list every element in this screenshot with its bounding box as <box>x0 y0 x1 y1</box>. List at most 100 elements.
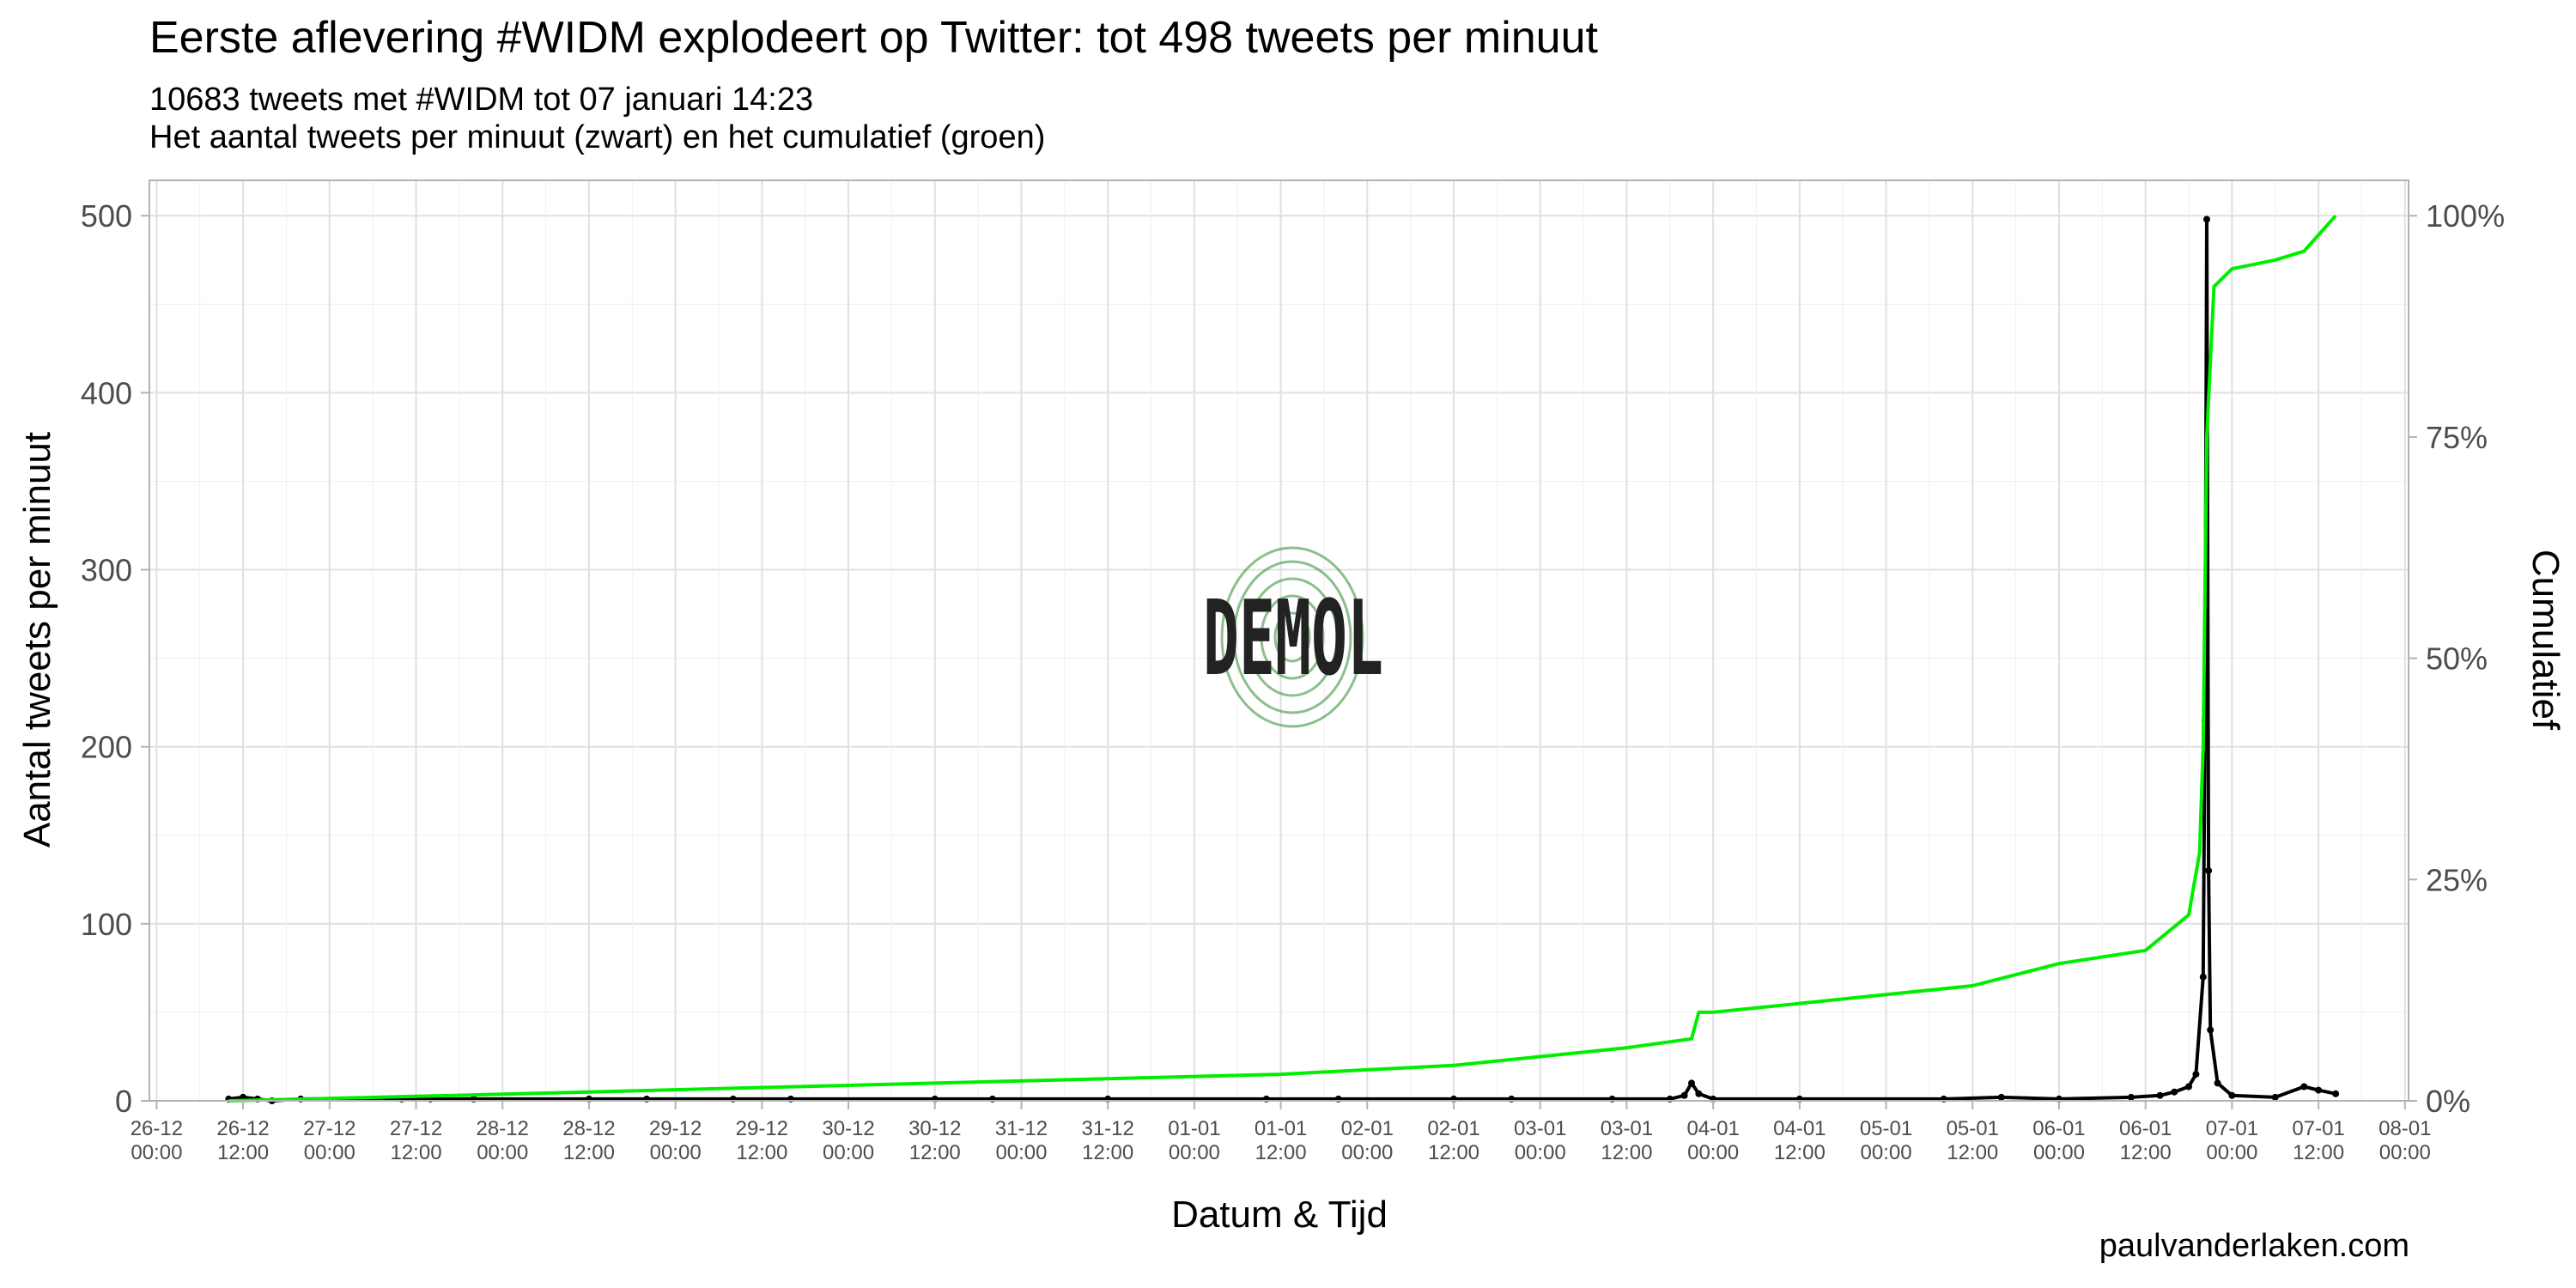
x-tick-label-time: 12:00 <box>563 1141 615 1164</box>
y-tick-label: 400 <box>81 375 132 410</box>
x-tick-label-time: 00:00 <box>131 1141 182 1164</box>
y-axis-right: 0% 25% 50% 75% 100% <box>2409 198 2505 1119</box>
x-tick-label-time: 00:00 <box>995 1141 1047 1164</box>
per-minute-point <box>2156 1091 2164 1099</box>
x-tick-label-time: 00:00 <box>1341 1141 1393 1164</box>
per-minute-point <box>2205 867 2213 874</box>
x-tick-label-time: 12:00 <box>736 1141 787 1164</box>
x-tick-label-time: 00:00 <box>823 1141 874 1164</box>
x-tick-label-date: 31-12 <box>995 1117 1048 1140</box>
per-minute-point <box>2228 1091 2236 1099</box>
per-minute-point <box>2127 1093 2135 1101</box>
y-tick-label: 300 <box>81 553 132 588</box>
x-axis-label: Datum & Tijd <box>1171 1194 1388 1236</box>
x-tick-label-date: 29-12 <box>649 1117 702 1140</box>
grid-lines <box>149 180 2409 1102</box>
series-per-minute <box>225 216 2340 1104</box>
per-minute-point <box>2271 1093 2279 1101</box>
x-axis: 26-1200:0026-1212:0027-1200:0027-1212:00… <box>131 1101 2431 1164</box>
y-axis-label: Aantal tweets per minuut <box>16 431 58 848</box>
per-minute-point <box>1680 1091 1688 1099</box>
per-minute-point <box>1997 1093 2005 1101</box>
x-tick-label-time: 12:00 <box>1947 1141 1998 1164</box>
x-tick-label-date: 04-01 <box>1686 1117 1739 1140</box>
y-tick-label: 0 <box>115 1084 132 1119</box>
series-cumulative <box>228 214 2337 1103</box>
per-minute-point <box>2171 1088 2178 1096</box>
watermark-text: DEMOL <box>1203 580 1383 699</box>
caption: paulvanderlaken.com <box>2099 1228 2409 1264</box>
x-tick-label-time: 00:00 <box>477 1141 528 1164</box>
x-tick-label-date: 06-01 <box>2032 1117 2085 1140</box>
watermark-logo: DEMOL <box>1203 546 1383 728</box>
x-tick-label-date: 02-01 <box>1341 1117 1394 1140</box>
x-tick-label-date: 28-12 <box>562 1117 615 1140</box>
x-tick-label-time: 00:00 <box>2033 1141 2085 1164</box>
x-tick-label-date: 05-01 <box>1947 1117 1999 1140</box>
y2-tick-label: 25% <box>2426 862 2488 897</box>
x-tick-label-date: 26-12 <box>131 1117 183 1140</box>
chart-title: Eerste aflevering #WIDM explodeert op Tw… <box>149 13 1598 63</box>
fingerprint-icon <box>1220 546 1364 728</box>
x-tick-label-date: 01-01 <box>1255 1117 1307 1140</box>
x-tick-label-time: 12:00 <box>1082 1141 1133 1164</box>
per-minute-point <box>2300 1083 2308 1091</box>
chart-subtitle: 10683 tweets met #WIDM tot 07 januari 14… <box>149 82 814 118</box>
per-minute-point <box>2315 1086 2323 1094</box>
per-minute-point <box>2192 1071 2200 1078</box>
x-tick-label-date: 08-01 <box>2379 1117 2431 1140</box>
per-minute-point <box>2203 216 2210 223</box>
per-minute-point <box>1688 1079 1695 1087</box>
y2-tick-label: 100% <box>2426 198 2505 234</box>
y2-tick-label: 75% <box>2426 420 2488 455</box>
per-minute-point <box>2207 1026 2215 1034</box>
x-tick-label-time: 00:00 <box>1861 1141 1912 1164</box>
x-tick-label-date: 05-01 <box>1860 1117 1912 1140</box>
x-tick-label-date: 28-12 <box>477 1117 529 1140</box>
x-tick-label-date: 27-12 <box>303 1117 355 1140</box>
x-tick-label-time: 12:00 <box>1774 1141 1826 1164</box>
x-tick-label-date: 06-01 <box>2119 1117 2172 1140</box>
y2-tick-label: 50% <box>2426 641 2488 677</box>
x-tick-label-date: 26-12 <box>216 1117 269 1140</box>
y-tick-label: 200 <box>81 730 132 765</box>
x-tick-label-time: 12:00 <box>909 1141 961 1164</box>
x-tick-label-date: 29-12 <box>736 1117 788 1140</box>
x-tick-label-time: 00:00 <box>1169 1141 1220 1164</box>
x-tick-label-time: 00:00 <box>2206 1141 2257 1164</box>
x-tick-label-time: 00:00 <box>1687 1141 1739 1164</box>
x-tick-label-date: 01-01 <box>1168 1117 1220 1140</box>
y-axis-right-label: Cumulatief <box>2524 549 2567 731</box>
x-tick-label-time: 12:00 <box>2120 1141 2172 1164</box>
x-tick-label-date: 04-01 <box>1773 1117 1826 1140</box>
per-minute-point <box>1695 1090 1703 1097</box>
x-tick-label-date: 30-12 <box>822 1117 874 1140</box>
per-minute-point <box>2185 1083 2192 1091</box>
x-tick-label-date: 03-01 <box>1514 1117 1566 1140</box>
x-tick-label-time: 00:00 <box>1515 1141 1566 1164</box>
x-tick-label-time: 12:00 <box>1601 1141 1652 1164</box>
x-tick-label-time: 12:00 <box>390 1141 441 1164</box>
x-tick-label-date: 07-01 <box>2206 1117 2258 1140</box>
x-tick-label-date: 30-12 <box>908 1117 961 1140</box>
chart-subtitle-description: Het aantal tweets per minuut (zwart) en … <box>149 119 1046 155</box>
x-tick-label-time: 00:00 <box>650 1141 702 1164</box>
per-minute-point <box>2199 973 2207 981</box>
x-tick-label-date: 27-12 <box>390 1117 442 1140</box>
x-tick-label-date: 31-12 <box>1081 1117 1133 1140</box>
x-tick-label-time: 00:00 <box>2379 1141 2431 1164</box>
per-minute-point <box>2214 1079 2221 1087</box>
per-minute-point <box>2332 1090 2340 1097</box>
x-tick-label-date: 07-01 <box>2292 1117 2344 1140</box>
cumulative-line <box>228 214 2337 1103</box>
y-tick-label: 100 <box>81 907 132 942</box>
y2-tick-label: 0% <box>2426 1084 2470 1119</box>
y-tick-label: 500 <box>81 198 132 234</box>
x-tick-label-time: 12:00 <box>1428 1141 1479 1164</box>
x-tick-label-time: 12:00 <box>217 1141 269 1164</box>
x-tick-label-time: 00:00 <box>304 1141 355 1164</box>
x-tick-label-date: 03-01 <box>1601 1117 1653 1140</box>
y-axis-left: 0 100 200 300 400 500 <box>81 198 149 1119</box>
x-tick-label-time: 12:00 <box>1255 1141 1307 1164</box>
